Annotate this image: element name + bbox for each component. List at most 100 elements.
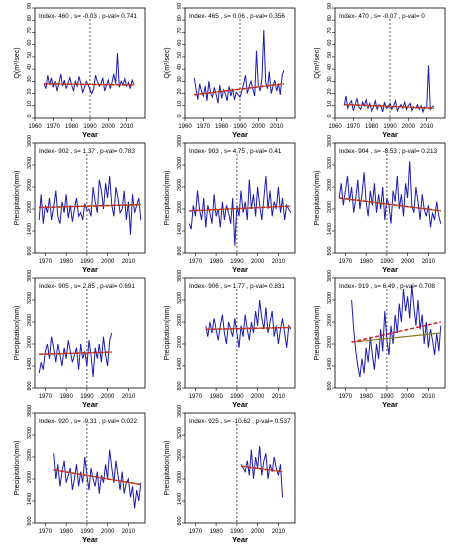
trend-line bbox=[240, 465, 283, 473]
series-line bbox=[351, 285, 442, 378]
x-tick-label: 1970 bbox=[39, 259, 53, 265]
x-axis-label: Year bbox=[382, 130, 398, 139]
y-axis-label: Precipitation(mm) bbox=[14, 306, 21, 361]
chart-title: Index- 920 , s= -9.31 , p-val= 0.022 bbox=[39, 418, 138, 425]
x-axis-label: Year bbox=[382, 400, 398, 409]
y-tick-label: 40 bbox=[327, 64, 333, 70]
x-tick-label: 1990 bbox=[80, 259, 94, 265]
y-tick-label: 0 bbox=[27, 114, 33, 117]
y-tick-label: 2000 bbox=[27, 201, 33, 213]
y-tick-label: 800 bbox=[177, 246, 183, 255]
y-tick-label: 1400 bbox=[177, 358, 183, 370]
x-axis-label: Year bbox=[82, 400, 98, 409]
plot-frame bbox=[184, 412, 296, 524]
y-tick-label: 2000 bbox=[327, 336, 333, 348]
chart-title: Index- 905 , s= 2.85 , p-val= 0.691 bbox=[39, 283, 135, 290]
series-line bbox=[188, 175, 292, 246]
y-tick-label: 1400 bbox=[327, 223, 333, 235]
x-tick-label: 1970 bbox=[189, 394, 203, 400]
chart-panel-1: 0 10 20 30 40 50 60 70 80 90 1960 1970 1980 1990 2000 2… bbox=[164, 3, 296, 139]
trend-line bbox=[205, 326, 291, 331]
y-tick-label: 20 bbox=[27, 88, 33, 94]
chart-title: Index- 470 , s= -0.07 , p-val= 0 bbox=[339, 13, 425, 20]
x-tick-label: 2000 bbox=[401, 394, 415, 400]
trend-line bbox=[339, 197, 441, 212]
x-tick-label: 1960 bbox=[28, 124, 42, 130]
chart-title: Index- 904 , s= -8.53 , p-val= 0.213 bbox=[339, 148, 438, 155]
y-tick-label: 10 bbox=[177, 101, 183, 107]
x-tick-label: 1970 bbox=[39, 394, 53, 400]
x-tick-label: 1980 bbox=[59, 529, 73, 535]
plot-frame bbox=[184, 277, 296, 389]
series-line bbox=[343, 65, 435, 114]
x-tick-label: 1980 bbox=[59, 394, 73, 400]
x-tick-label: 1990 bbox=[83, 124, 97, 130]
x-tick-label: 1960 bbox=[328, 124, 342, 130]
x-tick-label: 1990 bbox=[80, 394, 94, 400]
y-tick-label: 1400 bbox=[327, 358, 333, 370]
y-tick-label: 2000 bbox=[27, 471, 33, 483]
y-tick-label: 800 bbox=[27, 381, 33, 390]
x-tick-label: 1970 bbox=[197, 124, 211, 130]
y-tick-label: 3200 bbox=[27, 157, 33, 169]
x-tick-label: 1970 bbox=[39, 529, 53, 535]
y-tick-label: 800 bbox=[327, 246, 333, 255]
chart-panel-6: 800 1400 2000 2600 3200 3800 1970 1980 1990 2000 2… bbox=[14, 270, 146, 409]
fit-line bbox=[351, 332, 441, 343]
series-line bbox=[240, 445, 283, 498]
y-axis-label: Precipitation(mm) bbox=[14, 171, 21, 226]
x-tick-label: 1980 bbox=[365, 124, 379, 130]
x-tick-label: 1990 bbox=[230, 529, 244, 535]
trend-line bbox=[351, 321, 442, 343]
x-tick-label: 1970 bbox=[189, 529, 203, 535]
x-tick-label: 1990 bbox=[230, 259, 244, 265]
chart-panel-3: 800 1400 2000 2600 3200 3800 1970 1980 1990 2000 2… bbox=[14, 135, 146, 274]
y-tick-label: 0 bbox=[177, 114, 183, 117]
x-tick-label: 2000 bbox=[251, 529, 265, 535]
chart-panel-7: 800 1400 2000 2600 3200 3800 1970 1980 1990 2000 2… bbox=[164, 270, 296, 409]
y-tick-label: 1400 bbox=[27, 493, 33, 505]
x-axis-label: Year bbox=[82, 265, 98, 274]
series-line bbox=[338, 161, 442, 228]
y-tick-label: 3800 bbox=[327, 135, 333, 147]
y-tick-label: 800 bbox=[27, 246, 33, 255]
plot-frame bbox=[334, 277, 446, 389]
x-tick-label: 2010 bbox=[120, 124, 134, 130]
y-tick-label: 20 bbox=[177, 88, 183, 94]
series-line bbox=[38, 332, 113, 378]
y-tick-label: 3200 bbox=[177, 427, 183, 439]
chart-title: Index- 919 , s= 6.49 , p-val= 0.708 bbox=[339, 283, 435, 290]
y-axis-label: Precipitation(mm) bbox=[164, 171, 171, 226]
y-tick-label: 2000 bbox=[327, 201, 333, 213]
x-axis-label: Year bbox=[382, 265, 398, 274]
plot-frame bbox=[34, 142, 146, 254]
chart-title: Index- 460 , s= -0.03 , p-val= 0.741 bbox=[39, 13, 138, 20]
x-tick-label: 1990 bbox=[380, 394, 394, 400]
y-tick-label: 90 bbox=[177, 3, 183, 9]
y-tick-label: 10 bbox=[327, 101, 333, 107]
y-tick-label: 30 bbox=[327, 76, 333, 82]
x-tick-label: 2010 bbox=[270, 124, 284, 130]
y-tick-label: 60 bbox=[327, 40, 333, 46]
x-tick-label: 2000 bbox=[101, 529, 115, 535]
x-tick-label: 2000 bbox=[251, 259, 265, 265]
y-axis-label: Precipitation(mm) bbox=[164, 306, 171, 361]
x-tick-label: 1980 bbox=[209, 529, 223, 535]
y-tick-label: 2600 bbox=[177, 179, 183, 191]
y-tick-label: 3800 bbox=[177, 270, 183, 282]
x-tick-label: 1980 bbox=[209, 394, 223, 400]
y-tick-label: 80 bbox=[177, 15, 183, 21]
x-tick-label: 2010 bbox=[122, 394, 136, 400]
y-tick-label: 800 bbox=[27, 516, 33, 525]
y-tick-label: 60 bbox=[27, 40, 33, 46]
chart-title: Index- 903 , s= 4.75 , p-val= 0.41 bbox=[189, 148, 282, 155]
y-tick-label: 1400 bbox=[177, 223, 183, 235]
x-tick-label: 2000 bbox=[251, 394, 265, 400]
series-line bbox=[43, 53, 135, 95]
y-tick-label: 3200 bbox=[327, 157, 333, 169]
chart-title: Index- 902 , s= 1.37 , p-val= 0.783 bbox=[39, 148, 135, 155]
series-line bbox=[38, 175, 142, 235]
y-tick-label: 90 bbox=[327, 3, 333, 9]
x-tick-label: 2010 bbox=[272, 529, 286, 535]
y-tick-label: 2600 bbox=[27, 314, 33, 326]
